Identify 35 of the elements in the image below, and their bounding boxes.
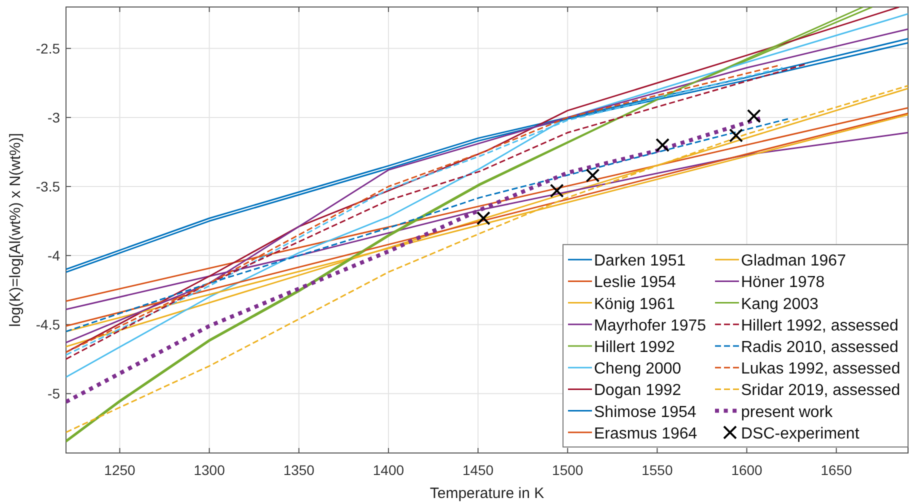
x-tick-label: 1550 [642, 462, 673, 478]
legend-label: Leslie 1954 [594, 274, 676, 292]
x-tick-label: 1300 [194, 462, 226, 478]
y-tick-label: -3 [48, 109, 60, 126]
x-axis-title: Temperature in K [430, 485, 544, 502]
legend-label: Kang 2003 [741, 296, 819, 313]
legend-label: König 1961 [594, 296, 676, 313]
legend-label: Lukas 1992, assessed [741, 360, 900, 378]
y-tick-label: -2.5 [36, 40, 60, 56]
legend-label: Shimose 1954 [594, 404, 696, 421]
x-tick-label: 1500 [552, 462, 584, 478]
legend-label: Hillert 1992, assessed [741, 317, 898, 334]
y-tick-label: -5 [48, 386, 60, 402]
legend-label: Sridar 2019, assessed [741, 382, 900, 400]
y-tick-label: -4 [48, 248, 60, 264]
x-tick-label: 1350 [283, 462, 315, 478]
legend-label: Gladman 1967 [741, 252, 846, 270]
legend-label: DSC-experiment [741, 425, 860, 442]
x-tick-label: 1400 [372, 462, 404, 478]
y-tick-label: -3.5 [36, 178, 60, 195]
y-tick-label: -4.5 [36, 316, 60, 333]
legend-label: Höner 1978 [741, 274, 825, 292]
x-tick-label: 1250 [104, 462, 136, 478]
legend-label: Erasmus 1964 [594, 425, 698, 442]
legend-label: Cheng 2000 [594, 360, 682, 378]
x-tick-label: 1650 [820, 462, 852, 478]
legend-label: Dogan 1992 [594, 382, 682, 400]
x-tick-label: 1600 [731, 462, 763, 478]
y-axis-title: log(K)=log[Al(wt%) x N(wt%)] [7, 133, 24, 327]
legend-label: Hillert 1992 [594, 339, 676, 356]
legend-label: Mayrhofer 1975 [594, 317, 706, 334]
legend-label: present work [741, 404, 834, 421]
legend-label: Darken 1951 [594, 252, 686, 270]
legend-label: Radis 2010, assessed [741, 339, 898, 356]
x-tick-label: 1450 [462, 462, 494, 478]
